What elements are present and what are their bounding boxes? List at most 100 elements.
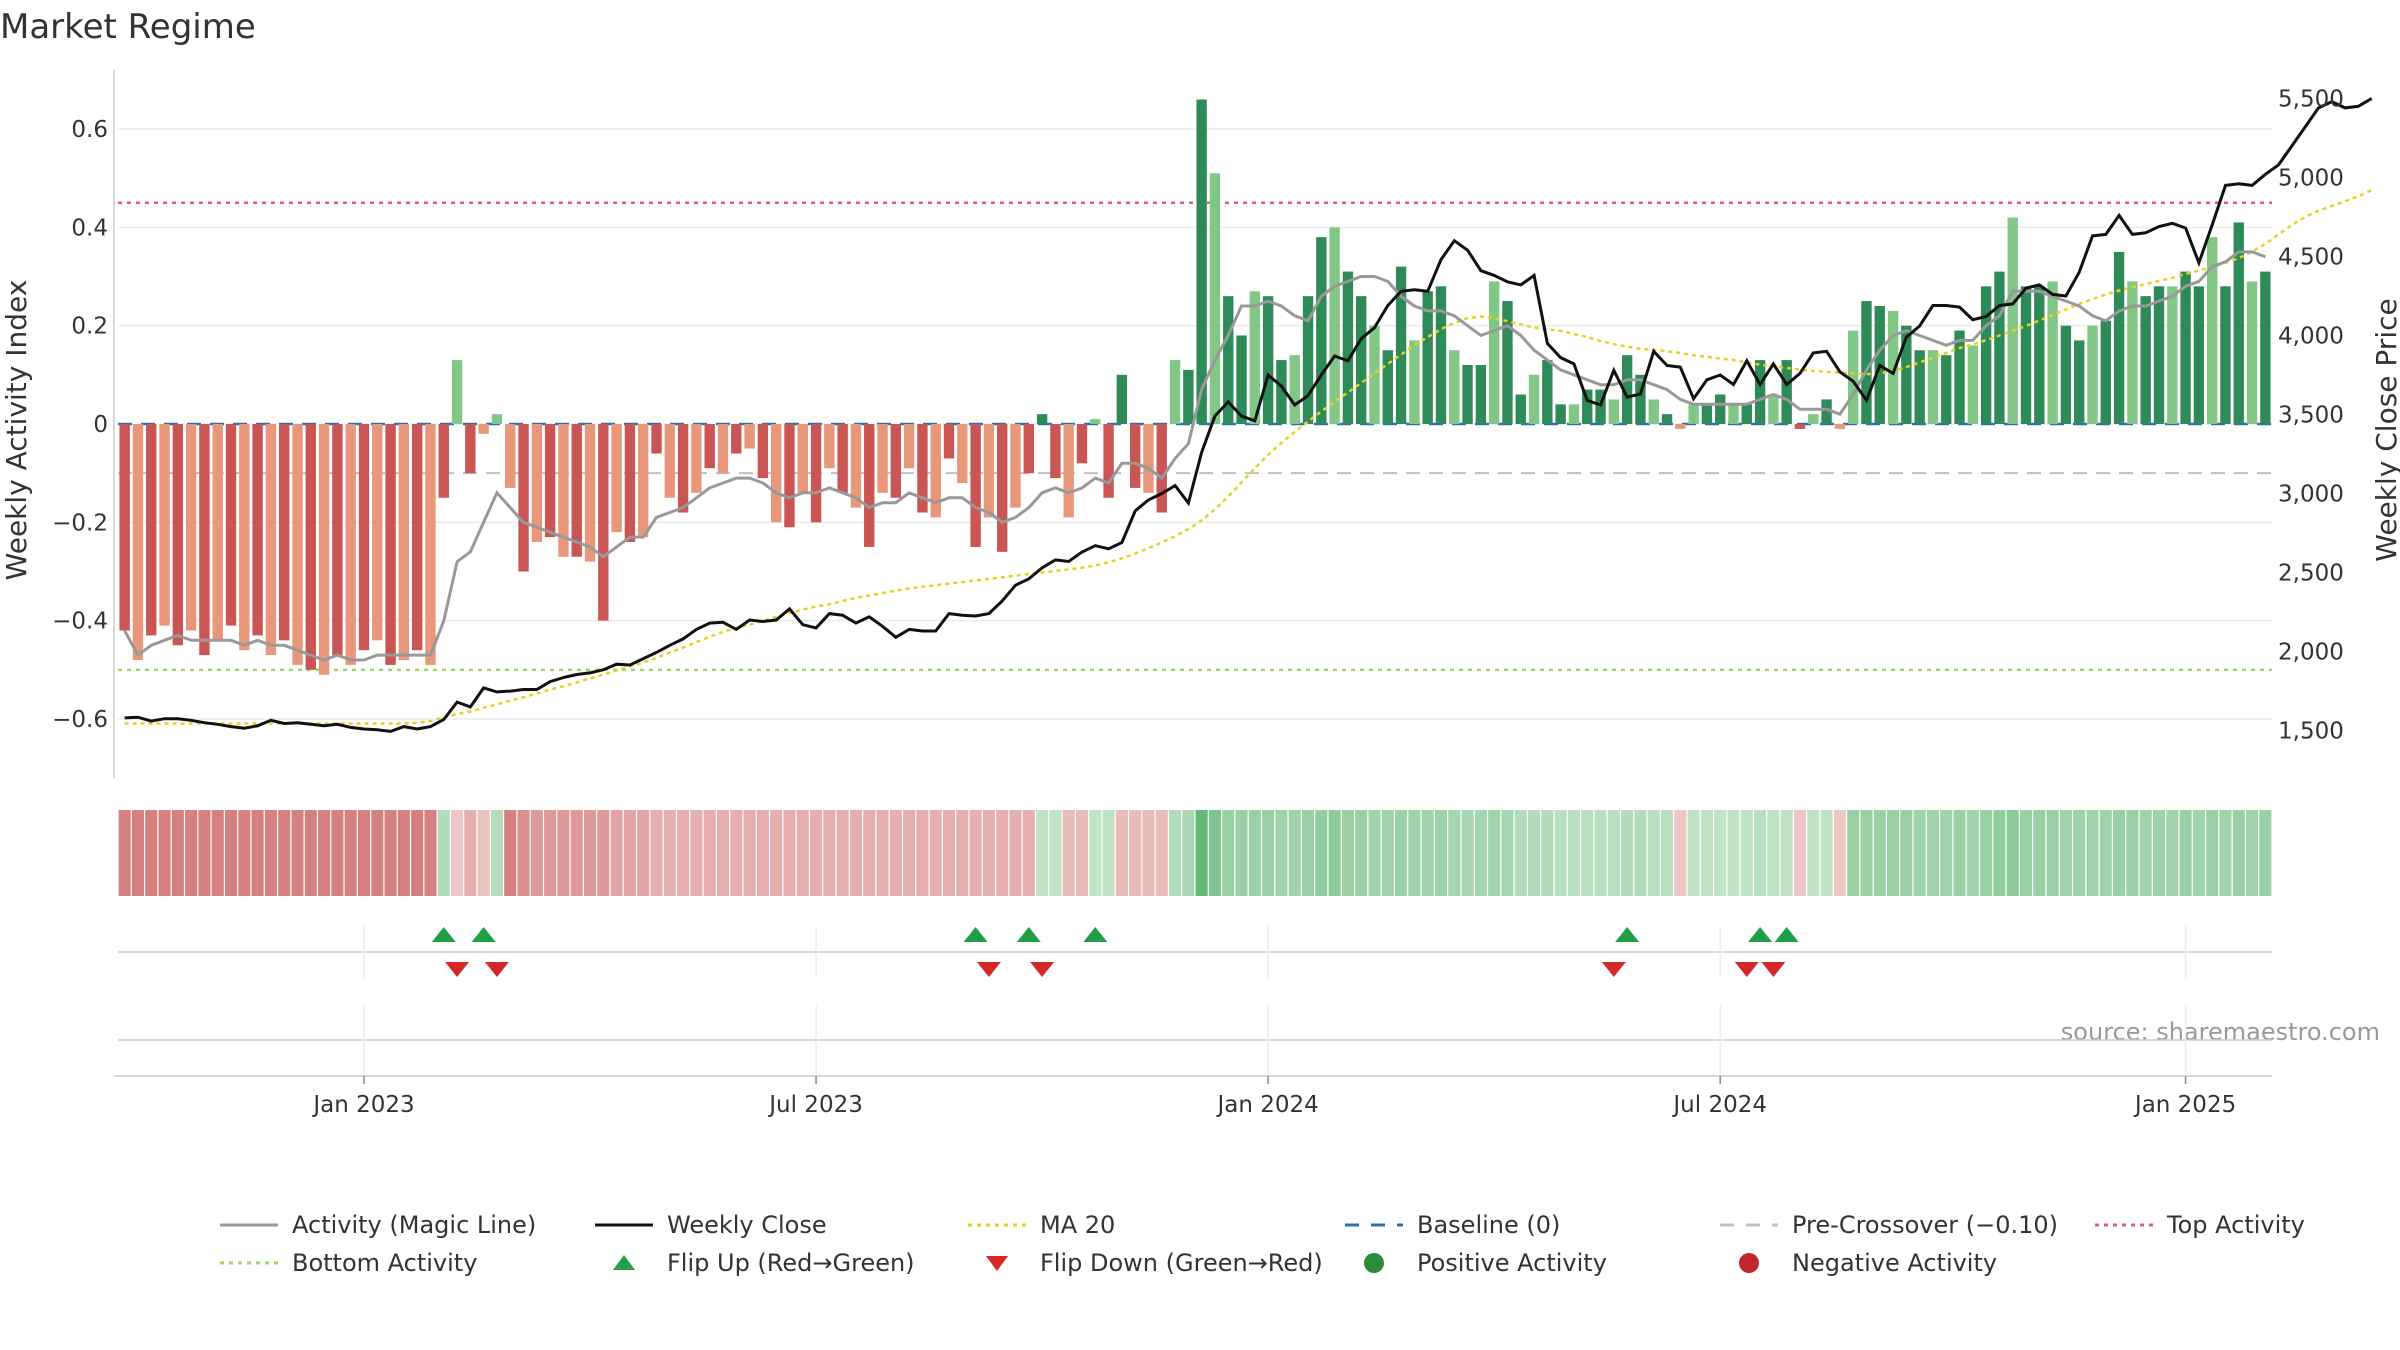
regime-strip-cell — [1182, 810, 1195, 896]
regime-strip-cell — [1341, 810, 1354, 896]
magic-line — [123, 250, 2266, 662]
activity-bar — [1927, 350, 1939, 424]
activity-bar — [1382, 350, 1393, 424]
regime-strip-cell — [1368, 810, 1381, 896]
y-tick-label: 0 — [93, 412, 108, 438]
legend-label: Bottom Activity — [292, 1249, 477, 1277]
activity-bar — [1515, 394, 1526, 424]
y2-tick-label: 4,000 — [2278, 324, 2344, 350]
activity-bar — [1967, 345, 1979, 424]
regime-strip-cell — [1142, 810, 1155, 896]
flip-down-marker — [484, 962, 509, 977]
activity-bar — [1262, 296, 1274, 424]
activity-bar — [1728, 404, 1739, 424]
regime-strip-cell — [1235, 810, 1248, 896]
regime-strip-cell — [251, 810, 264, 896]
activity-bar — [411, 424, 423, 651]
activity-bar — [185, 424, 197, 631]
activity-bar — [425, 424, 436, 665]
activity-bar — [372, 424, 383, 641]
activity-bar — [1528, 374, 1540, 424]
activity-bar — [385, 424, 396, 665]
ma20-line — [124, 188, 2373, 725]
activity-bar — [1741, 404, 1752, 424]
activity-bar — [638, 424, 649, 538]
activity-bar — [1661, 414, 1673, 424]
regime-strip-cell — [424, 810, 437, 896]
regime-strip-cell — [1434, 810, 1448, 896]
regime-strip-cell — [198, 810, 211, 896]
regime-strip-cell — [357, 810, 371, 896]
regime-strip-cell — [451, 810, 464, 896]
regime-strip-cell — [1488, 810, 1501, 896]
regime-strip-cell — [397, 810, 410, 896]
legend-swatch — [986, 1256, 1008, 1271]
regime-strip-cell — [743, 810, 756, 896]
regime-strip-cell — [2033, 810, 2046, 896]
activity-bar — [199, 424, 210, 656]
flip-up-marker — [1083, 927, 1108, 942]
regime-strip-cell — [1900, 810, 1913, 896]
activity-bar — [717, 424, 729, 474]
regime-strip-cell — [1607, 810, 1620, 896]
legend-label: Flip Up (Red→Green) — [667, 1249, 915, 1277]
regime-strip-cell — [1528, 810, 1541, 896]
activity-bar — [1422, 291, 1433, 424]
regime-strip-cell — [2046, 810, 2059, 896]
regime-strip-cell — [1501, 810, 1514, 896]
flip-down-marker — [1761, 962, 1786, 977]
activity-bar — [850, 424, 862, 508]
activity-bar — [1568, 404, 1580, 424]
activity-bar — [2074, 340, 2085, 424]
regime-strip-cell — [1129, 810, 1142, 896]
regime-strip-cell — [663, 810, 676, 896]
regime-strip-cell — [916, 810, 929, 896]
regime-strip-cell — [185, 810, 198, 896]
regime-strip-cell — [810, 810, 823, 896]
activity-bar — [491, 414, 503, 424]
activity-bar — [1462, 365, 1473, 424]
y2-tick-label: 2,500 — [2278, 561, 2344, 587]
y2-axis-title: Weekly Close Price — [2370, 298, 2400, 561]
activity-bar — [119, 424, 130, 631]
activity-bar — [757, 424, 769, 479]
regime-strip-cell — [557, 810, 570, 896]
activity-bar — [864, 424, 875, 547]
activity-bar — [997, 424, 1008, 552]
regime-strip-cell — [2139, 810, 2152, 896]
regime-strip-cell — [238, 810, 251, 896]
regime-strip-cell — [703, 810, 716, 896]
regime-strip-cell — [544, 810, 557, 896]
activity-bar — [1542, 360, 1553, 424]
regime-strip-cell — [1301, 810, 1315, 896]
y2-tick-label: 5,000 — [2278, 165, 2344, 191]
flip-down-marker — [976, 962, 1001, 977]
activity-bar — [465, 424, 476, 474]
activity-bar — [239, 424, 250, 651]
y2-tick-label: 3,500 — [2278, 403, 2344, 429]
activity-bar — [1209, 173, 1221, 424]
regime-strip-cell — [1993, 810, 2006, 896]
activity-bar — [1488, 281, 1500, 424]
activity-bar — [704, 424, 715, 469]
regime-strip-cell — [1780, 810, 1793, 896]
flip-up-marker — [963, 927, 988, 942]
activity-bar — [1555, 404, 1566, 424]
activity-bar — [1276, 360, 1287, 424]
activity-bar — [2233, 222, 2244, 424]
regime-strip-cell — [836, 810, 849, 896]
legend-label: Baseline (0) — [1417, 1211, 1560, 1239]
regime-strip-cell — [1049, 810, 1062, 896]
activity-bar — [225, 424, 237, 626]
regime-strip-cell — [171, 810, 184, 896]
regime-strip-cell — [2192, 810, 2205, 896]
activity-bar — [478, 424, 489, 434]
regime-strip-cell — [716, 810, 730, 896]
activity-bar — [1887, 310, 1899, 424]
activity-bar — [1941, 355, 1952, 424]
y2-tick-label: 2,000 — [2278, 640, 2344, 666]
regime-strip-cell — [1727, 810, 1740, 896]
y-tick-label: 0.4 — [71, 215, 108, 241]
activity-bar — [318, 424, 330, 675]
